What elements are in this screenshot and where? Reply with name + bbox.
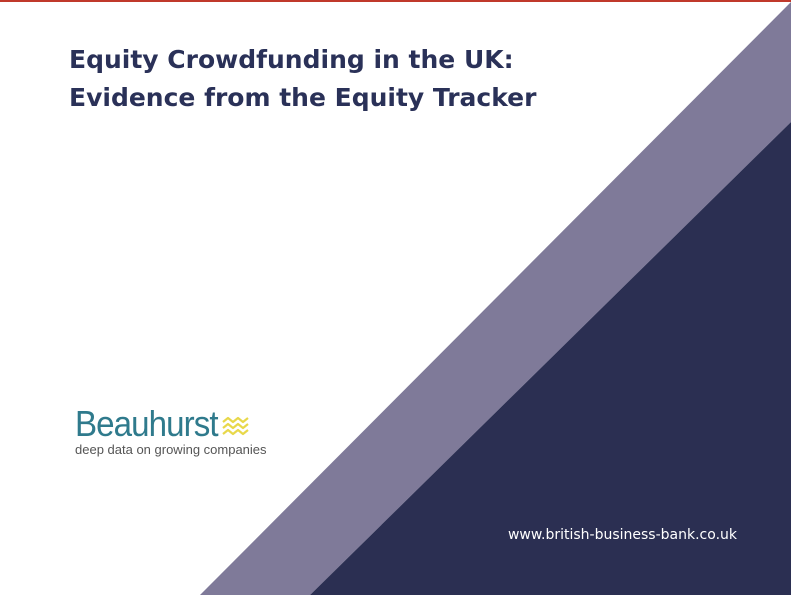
lavender-stripe: [200, 2, 791, 595]
title-line-1: Equity Crowdfunding in the UK:: [69, 45, 514, 74]
website-link[interactable]: www.british-business-bank.co.uk: [507, 527, 737, 543]
beauhurst-logo: Beauhurst deep data on growing companies: [75, 403, 267, 458]
title-line-2: Evidence from the Equity Tracker: [69, 83, 537, 112]
page-title: Equity Crowdfunding in the UK: Evidence …: [69, 41, 536, 117]
logo-name: Beauhurst: [75, 403, 219, 444]
waves-icon: [222, 416, 249, 436]
navy-triangle: [310, 122, 791, 595]
logo-tagline: deep data on growing companies: [75, 442, 267, 457]
top-rule: [0, 0, 791, 2]
